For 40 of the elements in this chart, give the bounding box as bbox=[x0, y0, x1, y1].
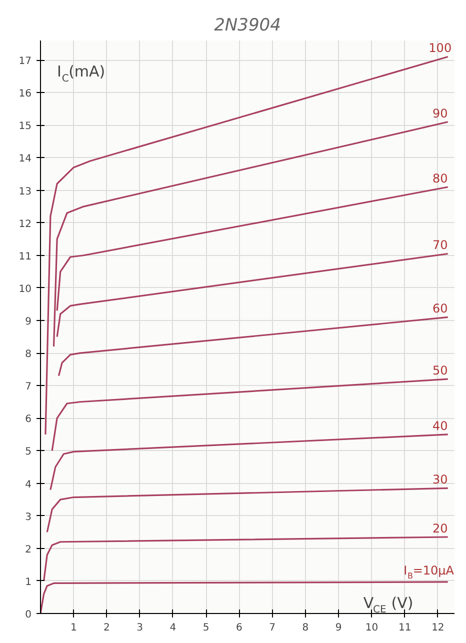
series-label: 50 bbox=[432, 364, 448, 378]
x-tick-label: 10 bbox=[365, 622, 378, 634]
y-tick-label: 14 bbox=[18, 154, 32, 165]
x-tick-label: 2 bbox=[104, 622, 110, 634]
y-tick-label: 0 bbox=[25, 610, 32, 620]
x-tick-label: 7 bbox=[269, 622, 276, 634]
y-tick-label: 7 bbox=[25, 382, 32, 393]
y-tick-label: 8 bbox=[25, 349, 32, 360]
series-label: 70 bbox=[432, 238, 448, 252]
x-tick-label: 5 bbox=[202, 622, 210, 634]
y-tick-label: 1 bbox=[25, 576, 32, 588]
x-tick-label: 12 bbox=[432, 622, 444, 634]
y-tick-label: 4 bbox=[25, 479, 32, 490]
x-tick-label: 11 bbox=[398, 622, 412, 634]
x-tick-label: 4 bbox=[170, 622, 176, 634]
series-label: 100 bbox=[428, 41, 452, 56]
y-tick-label: 6 bbox=[25, 414, 32, 426]
y-tick-label: 11 bbox=[18, 251, 32, 262]
y-tick-label: 10 bbox=[18, 284, 32, 295]
x-tick-label: 6 bbox=[236, 622, 242, 634]
x-tick-label: 1 bbox=[70, 622, 77, 634]
y-tick-label: 9 bbox=[25, 316, 32, 328]
y-tick-label: 16 bbox=[18, 88, 32, 100]
y-tick-label: 17 bbox=[18, 56, 32, 68]
series-label: 90 bbox=[432, 106, 448, 120]
series-label: 30 bbox=[432, 472, 448, 487]
y-tick-label: 3 bbox=[25, 512, 32, 523]
y-tick-label: 5 bbox=[25, 446, 32, 458]
y-tick-label: 2 bbox=[25, 544, 32, 556]
x-tick-label: 8 bbox=[302, 622, 309, 634]
series-label: 20 bbox=[432, 521, 448, 536]
series-label: 80 bbox=[432, 171, 448, 186]
y-tick-label: 15 bbox=[18, 121, 32, 132]
x-tick-label: 3 bbox=[136, 622, 144, 634]
y-tick-label: 12 bbox=[18, 218, 32, 230]
series-label: 40 bbox=[432, 418, 448, 433]
x-tick-label: 9 bbox=[335, 622, 342, 634]
series-label: 60 bbox=[432, 302, 448, 316]
chart-title: 2N3904 bbox=[214, 16, 281, 36]
y-tick-label: 13 bbox=[18, 186, 32, 198]
